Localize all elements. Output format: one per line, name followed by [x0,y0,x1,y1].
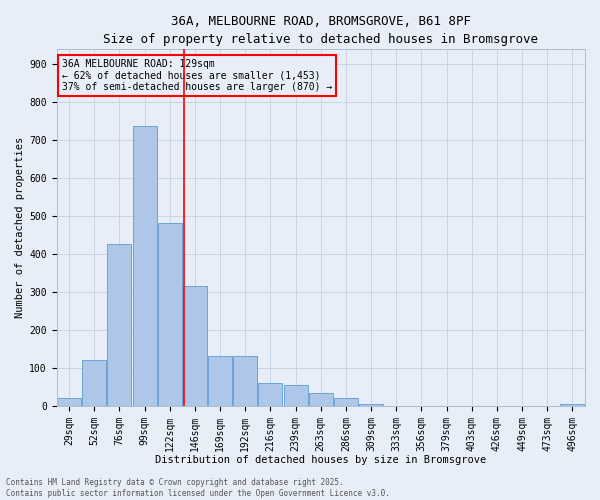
Bar [208,356,232,406]
Bar [334,398,358,406]
Text: 36A MELBOURNE ROAD: 129sqm
← 62% of detached houses are smaller (1,453)
37% of s: 36A MELBOURNE ROAD: 129sqm ← 62% of deta… [62,60,332,92]
Bar [359,404,383,406]
Bar [183,286,207,406]
Bar [57,398,81,406]
Bar [284,385,308,406]
Text: Contains HM Land Registry data © Crown copyright and database right 2025.
Contai: Contains HM Land Registry data © Crown c… [6,478,390,498]
Bar [233,356,257,406]
Bar [560,404,584,406]
Y-axis label: Number of detached properties: Number of detached properties [15,136,25,318]
Bar [82,360,106,406]
Bar [259,383,283,406]
Bar [107,244,131,406]
Bar [158,224,182,406]
Bar [133,126,157,406]
Title: 36A, MELBOURNE ROAD, BROMSGROVE, B61 8PF
Size of property relative to detached h: 36A, MELBOURNE ROAD, BROMSGROVE, B61 8PF… [103,15,538,46]
X-axis label: Distribution of detached houses by size in Bromsgrove: Distribution of detached houses by size … [155,455,487,465]
Bar [309,392,333,406]
